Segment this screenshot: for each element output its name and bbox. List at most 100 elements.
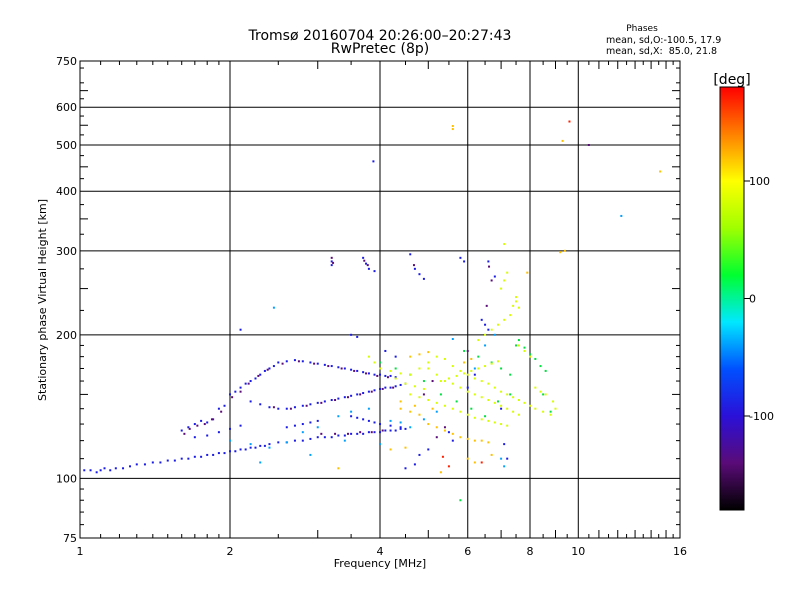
data-point bbox=[394, 376, 397, 379]
data-point bbox=[259, 373, 262, 376]
data-point bbox=[503, 243, 506, 246]
data-point bbox=[379, 423, 381, 426]
data-point bbox=[549, 410, 552, 413]
data-point bbox=[239, 328, 242, 331]
data-point bbox=[277, 407, 280, 410]
data-point bbox=[409, 426, 412, 429]
data-point bbox=[523, 346, 526, 349]
data-point bbox=[367, 431, 370, 434]
data-point bbox=[470, 369, 473, 372]
data-point bbox=[266, 368, 269, 371]
data-point bbox=[447, 465, 450, 468]
data-point bbox=[542, 410, 545, 413]
data-point bbox=[561, 139, 564, 142]
data-point bbox=[544, 393, 547, 396]
data-point bbox=[466, 437, 469, 440]
data-point bbox=[244, 382, 247, 385]
data-point bbox=[249, 400, 252, 403]
data-point bbox=[443, 426, 446, 429]
data-point bbox=[473, 461, 476, 464]
data-point bbox=[435, 436, 438, 439]
data-point bbox=[500, 407, 503, 410]
data-point bbox=[512, 304, 515, 307]
data-point bbox=[365, 372, 368, 375]
data-point bbox=[337, 434, 340, 437]
data-point bbox=[323, 363, 326, 366]
data-point bbox=[370, 390, 373, 393]
data-point bbox=[394, 355, 397, 358]
data-point bbox=[509, 373, 512, 376]
data-point bbox=[523, 349, 526, 352]
data-point bbox=[367, 407, 370, 410]
data-point bbox=[229, 393, 231, 396]
data-point bbox=[196, 424, 199, 427]
data-point bbox=[517, 339, 520, 342]
data-point bbox=[459, 436, 462, 439]
data-point bbox=[366, 264, 369, 267]
data-point bbox=[435, 355, 438, 358]
data-point bbox=[484, 333, 487, 336]
data-point bbox=[367, 355, 370, 358]
data-point bbox=[517, 413, 520, 416]
data-point bbox=[316, 419, 319, 422]
data-point bbox=[404, 467, 407, 470]
data-point bbox=[506, 424, 509, 427]
colorbar-gradient bbox=[719, 86, 745, 511]
data-point bbox=[439, 471, 442, 474]
data-point bbox=[330, 264, 333, 267]
chart-title-line2: RwPretec (8p) bbox=[331, 41, 429, 57]
data-point bbox=[447, 431, 450, 434]
data-point bbox=[268, 367, 271, 370]
data-point bbox=[379, 361, 381, 364]
data-point bbox=[365, 262, 368, 265]
data-point bbox=[512, 396, 515, 399]
colorbar-tick-label: -100 bbox=[749, 410, 774, 423]
data-point bbox=[493, 333, 496, 336]
data-point bbox=[379, 367, 381, 370]
data-point bbox=[229, 450, 231, 453]
data-point bbox=[447, 377, 450, 380]
y-tick-label: 75 bbox=[63, 532, 77, 545]
data-point bbox=[451, 439, 454, 442]
data-point bbox=[95, 471, 98, 474]
data-point bbox=[523, 401, 526, 404]
data-point bbox=[427, 351, 430, 354]
data-point bbox=[506, 457, 509, 460]
data-point bbox=[534, 386, 537, 389]
data-point bbox=[272, 406, 275, 409]
data-point bbox=[506, 271, 509, 274]
data-point bbox=[362, 392, 365, 395]
data-point bbox=[323, 436, 326, 439]
data-point bbox=[418, 367, 421, 370]
data-point bbox=[412, 264, 415, 267]
data-point bbox=[451, 365, 454, 368]
x-tick-label: 16 bbox=[673, 545, 687, 558]
data-point bbox=[359, 393, 362, 396]
data-point bbox=[394, 429, 397, 432]
data-point bbox=[316, 436, 319, 439]
data-point bbox=[244, 448, 247, 451]
colorbar-tick-label: 100 bbox=[749, 175, 770, 188]
data-point bbox=[399, 426, 402, 429]
data-point bbox=[413, 404, 416, 407]
data-point bbox=[193, 423, 196, 426]
data-point bbox=[404, 382, 407, 385]
data-point bbox=[239, 386, 242, 389]
data-point bbox=[418, 353, 421, 356]
data-point bbox=[99, 469, 102, 472]
data-point bbox=[503, 465, 506, 468]
data-point bbox=[346, 432, 349, 435]
data-point bbox=[394, 385, 397, 388]
data-point bbox=[370, 431, 373, 434]
data-point bbox=[239, 390, 242, 393]
data-point bbox=[249, 380, 252, 383]
data-point bbox=[379, 443, 381, 446]
data-point bbox=[330, 399, 333, 402]
data-point bbox=[493, 275, 496, 278]
data-point bbox=[490, 453, 493, 456]
data-point bbox=[435, 373, 438, 376]
colorbar-tick-label: 0 bbox=[749, 293, 756, 306]
data-point bbox=[404, 446, 407, 449]
data-point bbox=[316, 362, 319, 365]
y-axis-label: Stationary phase Virtual Height [km] bbox=[36, 199, 49, 401]
